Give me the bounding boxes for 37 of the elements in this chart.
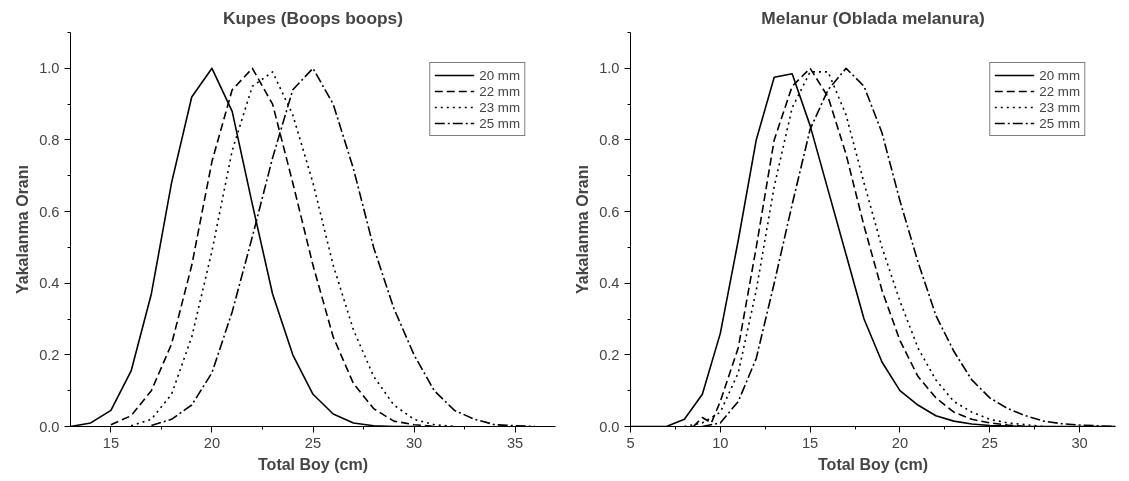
- legend-label: 22 mm: [1039, 83, 1080, 99]
- y-tick-label: 0.0: [39, 418, 60, 435]
- x-tick-label: 25: [304, 434, 322, 451]
- chart-title: Kupes (Boops boops): [223, 7, 404, 28]
- y-tick-label: 0.8: [599, 131, 620, 148]
- y-tick-label: 0.4: [39, 275, 60, 292]
- y-tick-label: 0.0: [599, 418, 620, 435]
- x-tick-label: 15: [801, 434, 819, 451]
- y-tick-label: 0.2: [39, 346, 60, 363]
- y-tick-label: 0.6: [599, 203, 620, 220]
- y-tick-label: 0.4: [599, 275, 620, 292]
- chart-title: Melanur (Oblada melanura): [761, 7, 985, 28]
- legend-label: 25 mm: [1039, 115, 1080, 131]
- x-tick-label: 30: [1071, 434, 1088, 451]
- x-tick-label: 5: [626, 434, 635, 451]
- x-tick-label: 10: [712, 434, 729, 451]
- x-tick-label: 35: [506, 434, 524, 451]
- x-tick-label: 25: [981, 434, 998, 451]
- legend-label: 25 mm: [479, 115, 520, 131]
- y-tick-label: 0.6: [39, 203, 60, 220]
- y-tick-label: 0.8: [39, 131, 60, 148]
- x-tick-label: 20: [203, 434, 221, 451]
- x-tick-label: 30: [405, 434, 423, 451]
- y-tick-label: 0.2: [599, 346, 620, 363]
- y-tick-label: 1.0: [39, 60, 60, 77]
- x-axis-title: Total Boy (cm): [258, 455, 368, 473]
- legend-label: 22 mm: [479, 83, 520, 99]
- x-axis-title: Total Boy (cm): [818, 455, 928, 473]
- legend-label: 20 mm: [479, 67, 520, 83]
- legend-label: 23 mm: [1039, 99, 1080, 115]
- y-tick-label: 1.0: [599, 60, 620, 77]
- legend-label: 20 mm: [1039, 67, 1080, 83]
- y-axis-title: Yakalanma Oranı: [574, 165, 592, 294]
- legend-label: 23 mm: [479, 99, 520, 115]
- y-axis-title: Yakalanma Oranı: [14, 165, 32, 294]
- x-tick-label: 20: [891, 434, 909, 451]
- x-tick-label: 15: [102, 434, 120, 451]
